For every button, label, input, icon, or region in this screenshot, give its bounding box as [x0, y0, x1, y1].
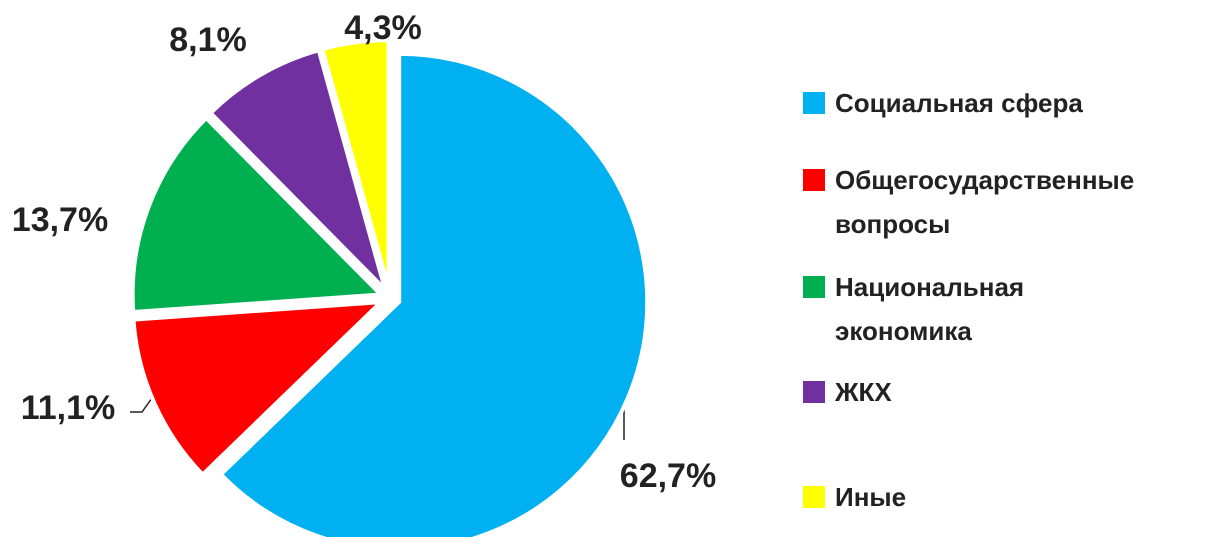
pie-slice [207, 47, 389, 297]
pie-slice [218, 51, 650, 537]
legend-item: Иные [803, 475, 1213, 519]
leader-line [130, 397, 153, 413]
legend-swatch [803, 92, 825, 114]
data-label: 4,3% [344, 9, 422, 47]
legend-item: ЖКХ [803, 370, 1213, 414]
chart: 62,7% 11,1% 13,7% 8,1% 4,3% [12, 9, 716, 537]
legend-label: Национальная экономика [835, 272, 1025, 346]
pie-slice [131, 299, 387, 478]
pie-slice [319, 38, 391, 289]
legend-swatch [803, 486, 825, 508]
data-label: 8,1% [169, 21, 247, 59]
legend-label: Иные [835, 482, 907, 512]
data-label: 11,1% [21, 389, 116, 427]
legend-swatch [803, 169, 825, 191]
data-label: 62,7% [620, 457, 716, 495]
legend-item: Национальная экономика [803, 265, 1213, 353]
legend-swatch [803, 381, 825, 403]
legend-swatch [803, 276, 825, 298]
legend-item: Социальная сфера [803, 81, 1213, 125]
legend-label: Общегосударственные вопросы [835, 165, 1135, 239]
legend-item: Общегосударственные вопросы [803, 158, 1213, 246]
legend-label: ЖКХ [835, 377, 892, 407]
legend-label: Социальная сфера [835, 88, 1083, 118]
data-label: 13,7% [12, 201, 108, 239]
pie-slice [130, 115, 386, 315]
